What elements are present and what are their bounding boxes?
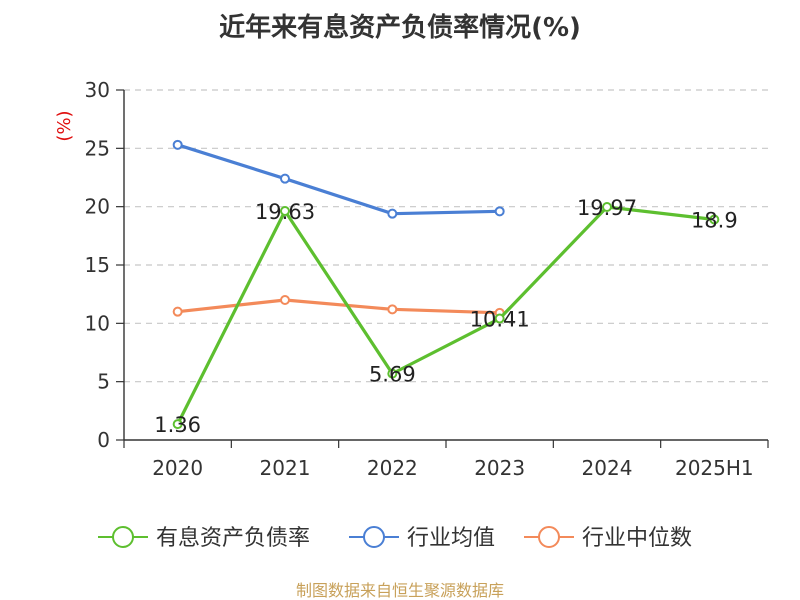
data-point [709, 214, 720, 225]
data-label: 1.36 [154, 413, 201, 437]
y-tick-label: 10 [85, 311, 110, 335]
legend-label: 行业均值 [407, 526, 495, 551]
legend-label: 行业中位数 [582, 526, 692, 551]
series-line [177, 143, 500, 216]
y-tick-label: 15 [85, 253, 110, 277]
legend-label: 有息资产负债率 [156, 526, 310, 551]
y-tick-label: 20 [85, 195, 110, 219]
legend: 有息资产负债率 行业均值 行业中位数 [98, 526, 692, 551]
grid-lines [124, 89, 768, 383]
series-group [172, 139, 720, 430]
data-point [602, 202, 612, 213]
y-tick-label: 30 [85, 78, 110, 102]
series-line [176, 205, 715, 425]
data-label: 18.9 [691, 209, 738, 233]
y-tick-label: 0 [97, 428, 110, 452]
y-tick-label: 25 [85, 136, 110, 160]
legend-marker [538, 526, 560, 548]
x-tick-label: 2023 [474, 456, 525, 480]
data-point [280, 173, 290, 184]
y-tick-label: 5 [97, 370, 110, 394]
chart-title: 近年来有息资产负债率情况(%) [219, 12, 581, 43]
data-label: 19.97 [577, 196, 637, 220]
series-line [177, 298, 500, 315]
data-point [387, 368, 398, 379]
data-point [494, 206, 505, 217]
x-tick-label: 2025H1 [675, 456, 754, 480]
x-tick-label: 2020 [152, 456, 203, 480]
data-point [172, 139, 183, 150]
data-point [172, 419, 183, 430]
data-point [387, 208, 398, 219]
data-label: 5.69 [369, 363, 416, 387]
data-point [387, 304, 398, 315]
data-point [494, 313, 505, 324]
data-point [280, 205, 290, 216]
data-label: 10.41 [470, 308, 530, 332]
data-point [280, 295, 290, 305]
x-tick-label: 2021 [260, 456, 311, 480]
x-tick-label: 2024 [582, 456, 633, 480]
data-label: 19.63 [255, 200, 315, 224]
source-note: 制图数据来自恒生聚源数据库 [296, 581, 504, 600]
legend-marker [363, 526, 385, 548]
data-labels: 1.36 19.63 5.69 10.41 19.97 18.9 [154, 196, 737, 437]
x-tick-label: 2022 [367, 456, 418, 480]
axes: 0 5 10 15 20 25 30 2020 2021 2022 2023 2024 2025H1 [85, 78, 769, 480]
data-point [172, 306, 183, 317]
legend-marker [112, 526, 134, 548]
y-axis-label: (%) [54, 110, 75, 141]
